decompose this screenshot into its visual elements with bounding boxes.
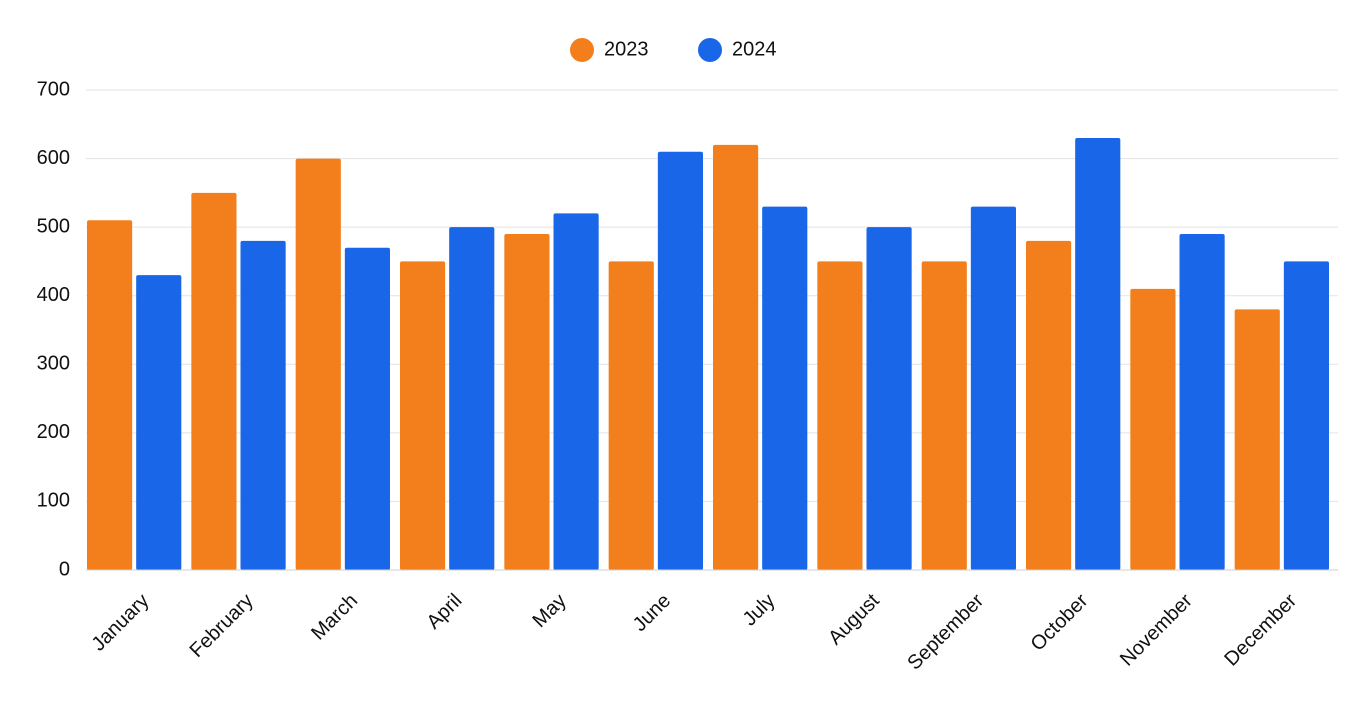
x-tick-label: May bbox=[528, 590, 570, 632]
x-tick-label: April bbox=[423, 590, 467, 634]
legend-marker bbox=[698, 38, 722, 62]
x-tick-label: October bbox=[1027, 589, 1093, 655]
bar bbox=[504, 234, 550, 570]
bar bbox=[817, 261, 863, 570]
bar bbox=[240, 240, 286, 570]
bar bbox=[1283, 261, 1329, 570]
x-tick-label: August bbox=[824, 589, 884, 649]
x-tick-label: March bbox=[307, 590, 362, 645]
y-tick-label: 200 bbox=[37, 421, 70, 443]
bar bbox=[191, 192, 237, 570]
x-tick-label: February bbox=[186, 590, 258, 662]
y-tick-label: 300 bbox=[37, 353, 70, 375]
y-tick-label: 0 bbox=[59, 558, 70, 580]
bar bbox=[553, 213, 599, 570]
y-tick-label: 100 bbox=[37, 490, 70, 512]
bar bbox=[608, 261, 654, 570]
x-tick-label: September bbox=[903, 589, 988, 674]
bar bbox=[87, 220, 133, 571]
x-tick-label: July bbox=[739, 590, 780, 631]
bar bbox=[1130, 288, 1176, 570]
y-tick-label: 400 bbox=[37, 284, 70, 306]
bar bbox=[866, 227, 912, 570]
bar bbox=[344, 247, 390, 570]
legend-label: 2024 bbox=[732, 38, 777, 60]
x-tick-label: December bbox=[1220, 589, 1301, 670]
x-tick-label: November bbox=[1116, 589, 1197, 670]
bar bbox=[136, 275, 182, 570]
y-tick-label: 500 bbox=[37, 215, 70, 237]
bar bbox=[1234, 309, 1280, 570]
legend-label: 2023 bbox=[604, 38, 649, 60]
x-tick-label: June bbox=[629, 590, 675, 636]
bar bbox=[295, 158, 341, 571]
bar bbox=[1075, 138, 1121, 570]
bar bbox=[1026, 240, 1072, 570]
bar bbox=[762, 206, 808, 571]
legend-marker bbox=[570, 38, 594, 62]
x-tick-label: January bbox=[88, 590, 154, 656]
bar bbox=[657, 151, 703, 570]
bar bbox=[449, 227, 495, 570]
bar bbox=[970, 206, 1016, 571]
y-tick-label: 600 bbox=[37, 147, 70, 169]
bar bbox=[400, 261, 446, 570]
bar bbox=[713, 144, 759, 570]
bar bbox=[1179, 234, 1225, 570]
y-tick-label: 700 bbox=[37, 78, 70, 100]
bar bbox=[921, 261, 967, 570]
